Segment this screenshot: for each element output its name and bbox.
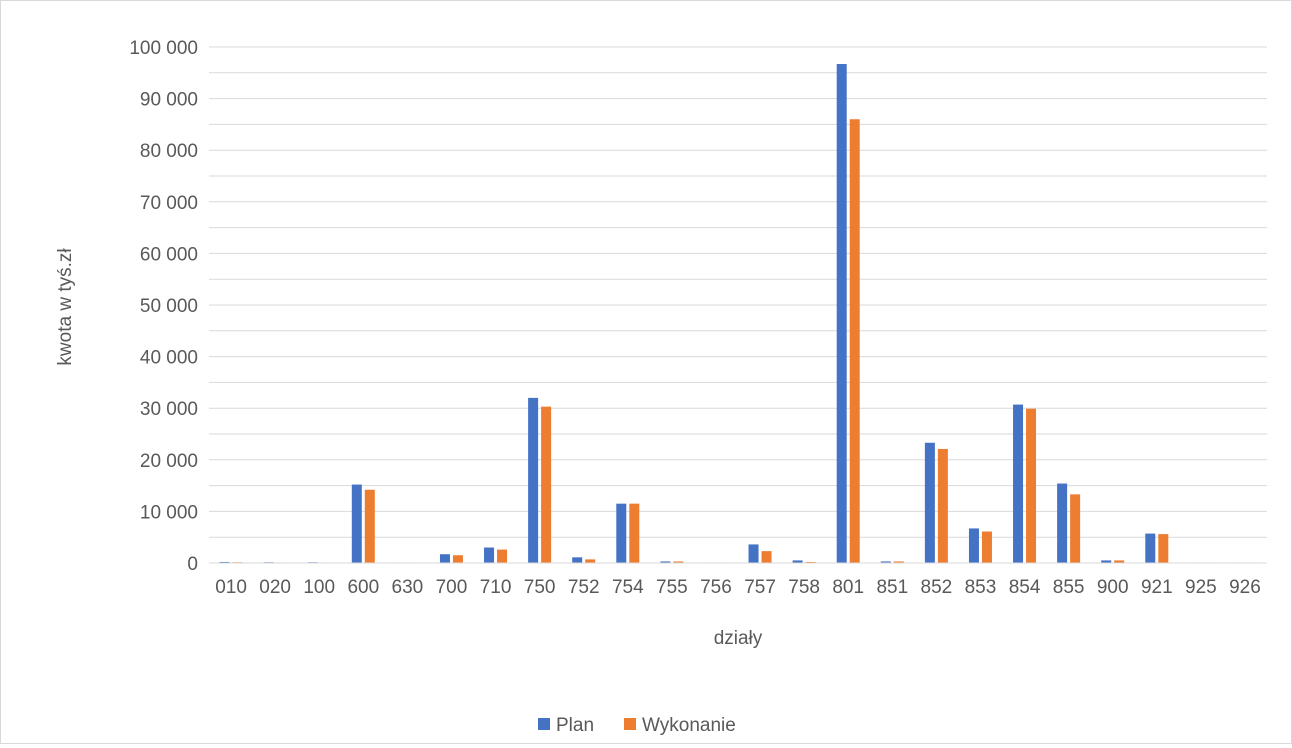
bar-wykonanie-752 (585, 559, 596, 563)
x-tick-label: 851 (876, 577, 908, 598)
legend-label-plan: Plan (556, 715, 594, 736)
bar-wykonanie-755 (673, 561, 684, 563)
x-tick-label: 801 (832, 577, 864, 598)
y-tick-label: 90 000 (140, 90, 198, 111)
bar-plan-600 (351, 484, 362, 563)
x-tick-label: 852 (921, 577, 953, 598)
y-tick-label: 30 000 (140, 399, 198, 420)
bar-wykonanie-757 (761, 551, 772, 563)
bar-wykonanie-600 (364, 489, 375, 563)
legend-swatch-wykonanie (624, 718, 636, 730)
x-tick-label: 010 (215, 577, 247, 598)
bar-plan-921 (1145, 533, 1156, 563)
x-tick-label: 855 (1053, 577, 1085, 598)
bar-wykonanie-853 (981, 531, 992, 563)
bar-wykonanie-758 (805, 561, 816, 563)
bar-plan-752 (572, 557, 583, 563)
x-tick-label: 710 (480, 577, 512, 598)
bar-wykonanie-801 (849, 119, 860, 564)
x-tick-label: 925 (1185, 577, 1217, 598)
y-axis-tick-labels: 0 10 000 20 000 30 000 40 000 50 000 60 000 70 … (129, 38, 198, 575)
x-tick-label: 600 (347, 577, 379, 598)
legend-swatch-plan (538, 718, 550, 730)
bar-wykonanie-900 (1114, 560, 1125, 563)
bar-plan-754 (616, 503, 627, 563)
bar-plan-851 (880, 561, 891, 563)
y-tick-label: 50 000 (140, 296, 198, 317)
bar-wykonanie-855 (1070, 494, 1081, 563)
x-tick-label: 100 (303, 577, 335, 598)
legend: Plan Wykonanie (538, 715, 736, 736)
y-tick-label: 80 000 (140, 141, 198, 162)
bar-wykonanie-851 (893, 561, 904, 563)
bar-wykonanie-750 (541, 406, 552, 563)
bar-plan-854 (1013, 404, 1024, 563)
x-axis-tick-labels: 010 020 100 600 630 700 710 750 752 754 755 756 757 7… (215, 577, 1261, 598)
x-tick-label: 757 (744, 577, 776, 598)
x-tick-label: 854 (1009, 577, 1041, 598)
y-tick-label: 0 (187, 554, 198, 575)
bar-plan-757 (748, 544, 759, 563)
bar-plan-855 (1057, 483, 1068, 563)
bar-plan-755 (660, 561, 671, 563)
x-tick-label: 926 (1229, 577, 1261, 598)
y-tick-label: 70 000 (140, 193, 198, 214)
x-tick-label: 756 (700, 577, 732, 598)
y-tick-label: 10 000 (140, 502, 198, 523)
y-axis-title: kwota w tyś.zł (55, 248, 76, 366)
legend-label-wykonanie: Wykonanie (642, 715, 736, 736)
x-tick-label: 020 (259, 577, 291, 598)
bar-wykonanie-754 (629, 503, 640, 563)
y-tick-label: 60 000 (140, 244, 198, 265)
x-tick-label: 700 (436, 577, 468, 598)
bar-plan-853 (968, 528, 979, 563)
bar-plan-852 (924, 442, 935, 563)
y-tick-label: 40 000 (140, 348, 198, 369)
bar-wykonanie-921 (1158, 534, 1169, 563)
bar-plan-710 (484, 547, 495, 563)
y-tick-label: 100 000 (129, 38, 198, 59)
bar-wykonanie-852 (937, 448, 948, 563)
y-tick-label: 20 000 (140, 451, 198, 472)
bar-plan-900 (1101, 560, 1112, 563)
bar-plan-010 (219, 561, 230, 563)
bar-plan-801 (836, 64, 847, 563)
x-tick-label: 921 (1141, 577, 1173, 598)
x-tick-label: 754 (612, 577, 644, 598)
bar-wykonanie-710 (497, 549, 508, 563)
gridlines (209, 46, 1267, 538)
bar-plan-700 (439, 554, 450, 563)
bar-wykonanie-854 (1026, 408, 1037, 563)
x-tick-label: 630 (392, 577, 424, 598)
x-tick-label: 752 (568, 577, 600, 598)
x-tick-label: 853 (965, 577, 997, 598)
x-tick-label: 900 (1097, 577, 1129, 598)
x-tick-label: 750 (524, 577, 556, 598)
bars (219, 64, 1257, 564)
bar-plan-758 (792, 560, 803, 563)
bar-wykonanie-700 (452, 555, 463, 563)
bar-plan-750 (528, 397, 539, 563)
x-tick-label: 755 (656, 577, 688, 598)
x-axis-title: działy (714, 628, 763, 649)
x-tick-label: 758 (788, 577, 820, 598)
